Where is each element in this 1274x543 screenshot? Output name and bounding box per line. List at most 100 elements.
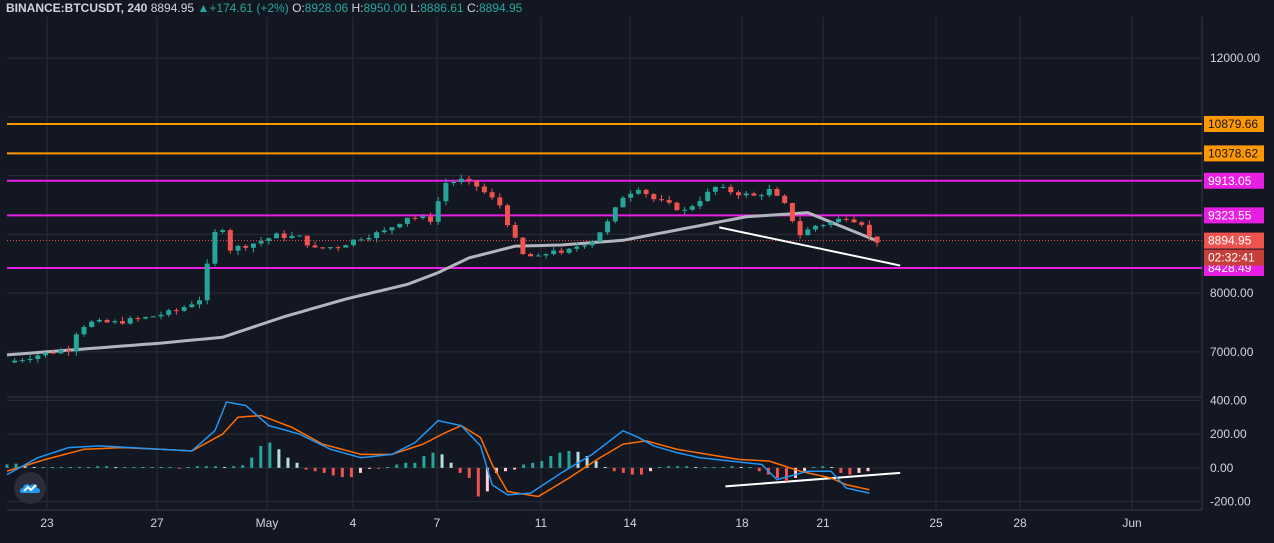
histogram-bar xyxy=(585,456,589,468)
histogram-bar xyxy=(440,454,444,468)
histogram-bar xyxy=(195,466,199,468)
histogram-bar xyxy=(558,452,562,468)
candle-body xyxy=(805,229,811,236)
histogram-bar xyxy=(803,467,807,472)
histogram-bar xyxy=(621,467,625,473)
candle xyxy=(720,184,726,189)
candle-body xyxy=(558,250,564,253)
candle xyxy=(597,232,603,242)
histogram-bar xyxy=(340,467,344,478)
candle-body xyxy=(389,227,395,231)
candle xyxy=(381,227,387,234)
candle-body xyxy=(566,248,572,253)
candle-body xyxy=(381,230,387,233)
candle xyxy=(143,316,149,320)
histogram-bar xyxy=(422,456,426,468)
candle xyxy=(43,352,48,358)
close-value: 8894.95 xyxy=(478,1,523,15)
histogram-bar xyxy=(467,467,471,478)
trendlines[interactable] xyxy=(719,226,901,488)
candle-body xyxy=(235,245,241,251)
candle xyxy=(813,225,818,232)
candle-body xyxy=(651,194,657,200)
candle-body xyxy=(682,209,688,211)
candle-body xyxy=(528,254,534,257)
candle xyxy=(343,244,349,248)
candle-body xyxy=(451,181,457,183)
candle xyxy=(505,203,510,228)
candle-body xyxy=(220,230,226,232)
candle xyxy=(258,236,264,247)
x-tick-label: 7 xyxy=(434,516,441,530)
candle-body xyxy=(605,221,611,233)
histogram-bar xyxy=(775,467,779,478)
histogram-bar xyxy=(132,466,136,468)
candle xyxy=(428,212,433,225)
histogram-bar xyxy=(485,467,489,492)
candle-body xyxy=(19,360,25,362)
last-price-box xyxy=(1204,232,1264,249)
histogram-bar xyxy=(757,467,761,472)
candle-body xyxy=(543,254,549,256)
histogram-bar xyxy=(322,467,326,473)
candle-body xyxy=(712,186,718,192)
level-label-box xyxy=(1204,172,1264,189)
histogram-bar xyxy=(503,467,507,472)
candle-body xyxy=(343,245,349,248)
candle xyxy=(851,216,857,223)
candle xyxy=(266,237,272,245)
candle xyxy=(120,316,125,325)
candle xyxy=(81,324,87,337)
histogram-bar xyxy=(68,466,72,468)
x-tick-label: 23 xyxy=(40,516,54,530)
candle xyxy=(58,347,64,355)
candle-body xyxy=(135,318,141,320)
candle xyxy=(366,234,372,242)
candle-body xyxy=(243,245,249,248)
level-label-box xyxy=(1204,115,1264,132)
candle-body xyxy=(520,237,526,255)
candle-body xyxy=(497,197,503,206)
candle-body xyxy=(828,222,834,226)
change-value: +174.61 (+2%) xyxy=(209,1,289,15)
x-tick-label: 28 xyxy=(1013,516,1027,530)
histogram-bar xyxy=(857,467,861,473)
histogram-bar xyxy=(685,466,689,468)
candle-body xyxy=(766,188,772,196)
histogram-bar xyxy=(232,466,236,468)
tradingview-logo[interactable] xyxy=(14,472,46,504)
candle xyxy=(689,204,695,212)
candle xyxy=(173,308,179,315)
candle-body xyxy=(705,191,711,201)
histogram-bar xyxy=(96,466,100,468)
candle xyxy=(566,247,572,255)
candle-body xyxy=(374,232,380,238)
candle xyxy=(304,235,310,248)
candle xyxy=(96,317,102,323)
histogram-bar xyxy=(78,466,82,468)
candle-body xyxy=(204,263,210,301)
candle xyxy=(643,188,649,198)
histogram-bar xyxy=(14,463,18,468)
candle-body xyxy=(50,352,56,354)
histogram-bar xyxy=(821,466,825,468)
candle xyxy=(512,221,518,239)
candle xyxy=(859,220,865,227)
macd-pane xyxy=(5,401,870,498)
candle-body xyxy=(774,188,780,196)
candle-body xyxy=(551,250,557,255)
candle xyxy=(150,315,156,318)
candle xyxy=(204,259,210,305)
candle xyxy=(112,319,118,324)
candle-body xyxy=(466,178,472,181)
candle-body xyxy=(266,238,272,241)
histogram-bar xyxy=(748,466,752,468)
candle-body xyxy=(666,200,672,203)
candle-body xyxy=(327,247,333,249)
moving-average xyxy=(6,211,878,357)
histogram-bar xyxy=(268,442,272,468)
histogram-bar xyxy=(50,466,54,468)
candle xyxy=(250,243,256,253)
